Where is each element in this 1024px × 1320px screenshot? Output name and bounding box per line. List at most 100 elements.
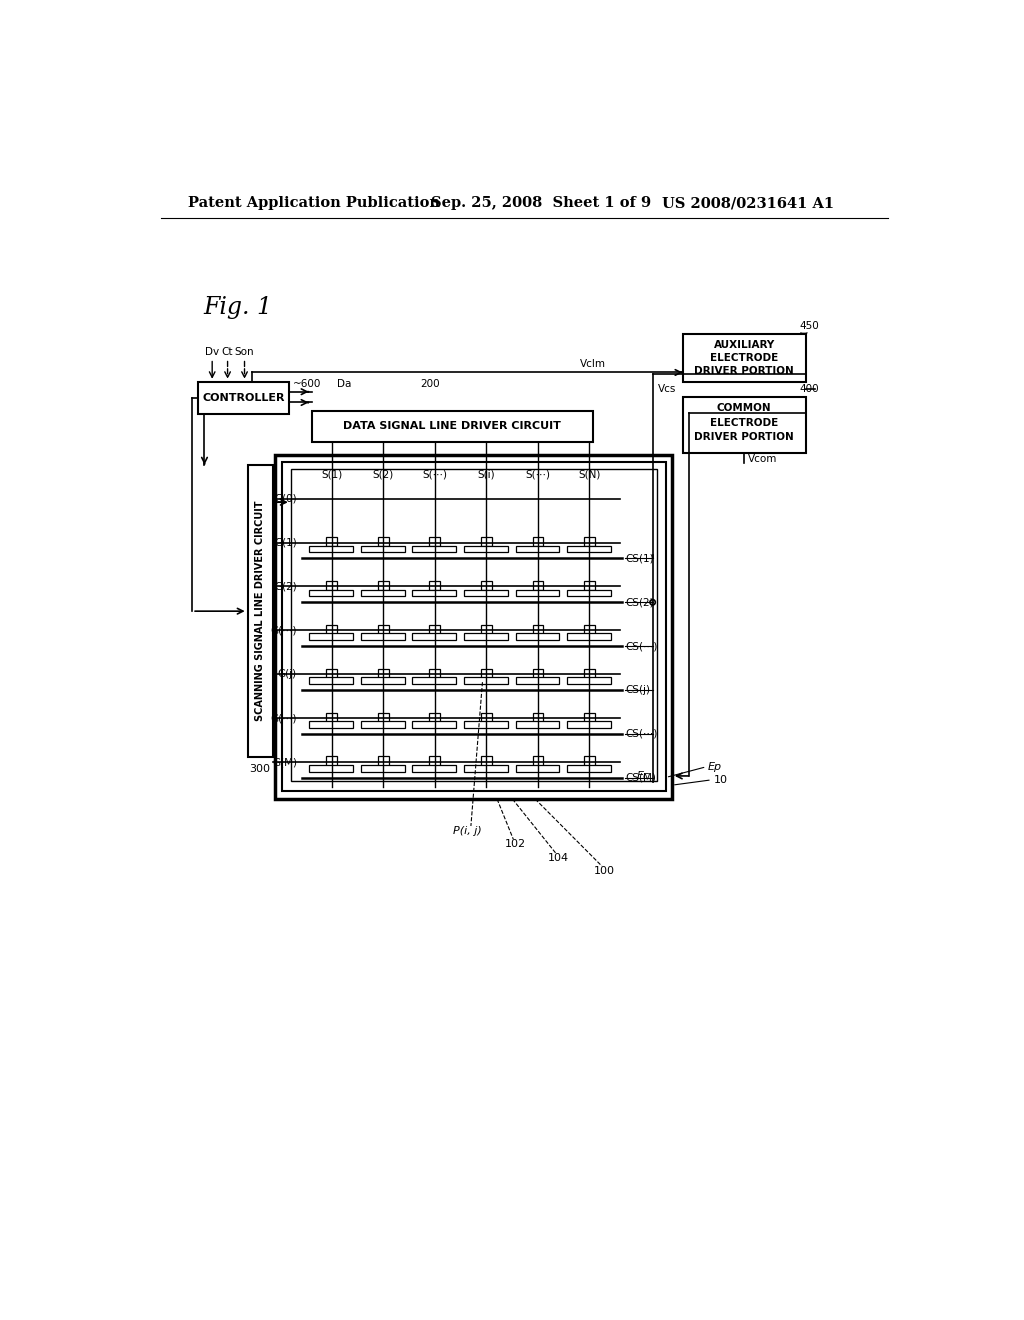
Text: P(i, j): P(i, j): [453, 826, 481, 837]
Bar: [360, 766, 404, 772]
Bar: [378, 669, 388, 678]
Text: CS(⋯): CS(⋯): [625, 729, 657, 739]
Bar: [567, 721, 611, 727]
Text: Da: Da: [337, 379, 351, 388]
Text: Vcom: Vcom: [749, 454, 777, 463]
Bar: [481, 756, 492, 766]
Text: 300: 300: [249, 764, 270, 774]
Bar: [429, 581, 440, 590]
Text: DRIVER PORTION: DRIVER PORTION: [694, 432, 795, 442]
Text: DRIVER PORTION: DRIVER PORTION: [694, 366, 795, 376]
Bar: [360, 677, 404, 684]
Bar: [413, 677, 457, 684]
Bar: [360, 545, 404, 552]
Text: SCANNING SIGNAL LINE DRIVER CIRCUIT: SCANNING SIGNAL LINE DRIVER CIRCUIT: [255, 500, 265, 722]
Text: CS(2): CS(2): [625, 597, 653, 607]
Bar: [683, 397, 806, 453]
Bar: [584, 713, 595, 722]
Text: 450: 450: [800, 321, 819, 331]
Text: Sep. 25, 2008  Sheet 1 of 9: Sep. 25, 2008 Sheet 1 of 9: [431, 197, 651, 210]
Text: ~600: ~600: [293, 379, 322, 388]
Text: Dv: Dv: [205, 347, 219, 358]
Text: S(⋯): S(⋯): [422, 469, 447, 479]
Bar: [532, 669, 544, 678]
Bar: [291, 470, 657, 780]
Text: Fig. 1: Fig. 1: [204, 296, 272, 318]
Bar: [532, 624, 544, 634]
Bar: [309, 590, 353, 597]
Bar: [378, 756, 388, 766]
Bar: [567, 590, 611, 597]
Text: Ec: Ec: [636, 771, 649, 781]
Text: G(⋯): G(⋯): [270, 626, 297, 635]
Bar: [532, 713, 544, 722]
Text: G(2): G(2): [274, 582, 297, 591]
Bar: [429, 537, 440, 546]
Bar: [413, 634, 457, 640]
Text: AUXILIARY: AUXILIARY: [714, 339, 775, 350]
Bar: [515, 634, 559, 640]
Text: ELECTRODE: ELECTRODE: [710, 352, 778, 363]
Bar: [309, 766, 353, 772]
Bar: [360, 590, 404, 597]
Text: CS(M): CS(M): [625, 772, 655, 783]
Bar: [464, 721, 508, 727]
Bar: [584, 624, 595, 634]
Bar: [515, 590, 559, 597]
Bar: [326, 669, 337, 678]
Bar: [429, 713, 440, 722]
Bar: [584, 756, 595, 766]
Bar: [429, 756, 440, 766]
Bar: [309, 721, 353, 727]
Text: Ep: Ep: [708, 762, 722, 772]
Bar: [481, 669, 492, 678]
Text: G(j): G(j): [278, 669, 297, 680]
Bar: [567, 766, 611, 772]
Bar: [515, 766, 559, 772]
Bar: [429, 669, 440, 678]
Bar: [464, 766, 508, 772]
Text: DATA SIGNAL LINE DRIVER CIRCUIT: DATA SIGNAL LINE DRIVER CIRCUIT: [343, 421, 561, 432]
Bar: [378, 537, 388, 546]
Bar: [532, 581, 544, 590]
Bar: [326, 713, 337, 722]
Text: S(1): S(1): [321, 469, 342, 479]
Text: 102: 102: [505, 838, 526, 849]
Bar: [532, 537, 544, 546]
Text: CS(j): CS(j): [625, 685, 650, 696]
Text: G(⋯): G(⋯): [270, 713, 297, 723]
Text: 200: 200: [420, 379, 439, 388]
Text: 10: 10: [714, 775, 728, 785]
Bar: [429, 624, 440, 634]
Text: Vclm: Vclm: [580, 359, 605, 368]
Bar: [464, 590, 508, 597]
Bar: [532, 756, 544, 766]
Text: Ct: Ct: [222, 347, 233, 358]
Text: Patent Application Publication: Patent Application Publication: [188, 197, 440, 210]
Bar: [464, 545, 508, 552]
Bar: [326, 537, 337, 546]
Bar: [309, 677, 353, 684]
Text: CONTROLLER: CONTROLLER: [203, 393, 285, 403]
Text: G(0): G(0): [274, 494, 297, 504]
Text: 400: 400: [800, 384, 819, 395]
Text: 104: 104: [548, 853, 568, 863]
Bar: [481, 581, 492, 590]
Bar: [248, 465, 273, 758]
Bar: [283, 462, 666, 792]
Bar: [413, 721, 457, 727]
Bar: [481, 713, 492, 722]
Bar: [567, 677, 611, 684]
Bar: [326, 581, 337, 590]
Text: S(N): S(N): [579, 469, 601, 479]
Bar: [413, 545, 457, 552]
Bar: [413, 590, 457, 597]
Text: S(⋯): S(⋯): [525, 469, 550, 479]
Bar: [275, 455, 672, 799]
Bar: [378, 713, 388, 722]
Bar: [567, 545, 611, 552]
Bar: [481, 624, 492, 634]
Bar: [360, 721, 404, 727]
Bar: [567, 634, 611, 640]
Bar: [309, 545, 353, 552]
